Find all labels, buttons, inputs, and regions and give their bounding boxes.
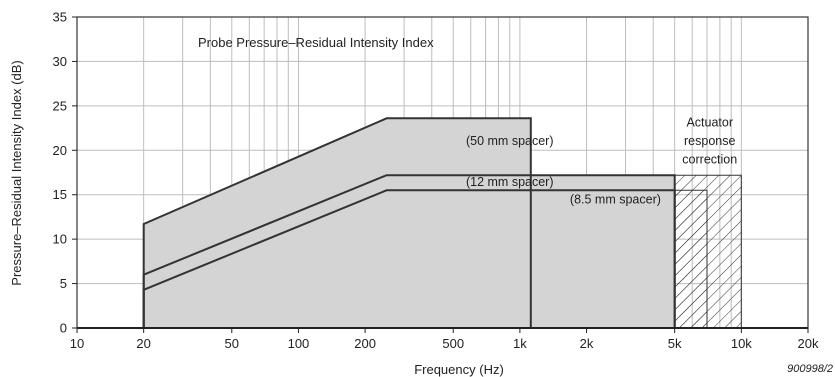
y-tick-label: 35 (53, 10, 67, 25)
x-tick-label: 5k (668, 336, 682, 351)
x-tick-label: 2k (580, 336, 594, 351)
x-tick-label: 20 (136, 336, 150, 351)
x-tick-label: 10 (70, 336, 84, 351)
y-tick-label: 15 (53, 187, 67, 202)
y-axis-title: Pressure–Residual Intensity Index (dB) (9, 60, 24, 285)
x-tick-label: 20k (798, 336, 819, 351)
annotation-label: (8.5 mm spacer) (570, 193, 661, 207)
x-tick-label: 100 (288, 336, 310, 351)
annotation-label: (12 mm spacer) (466, 175, 554, 189)
y-tick-label: 10 (53, 232, 67, 247)
annotation-label: Actuator (686, 115, 733, 129)
annotation-label: correction (682, 153, 737, 167)
spacer-area (143, 190, 675, 328)
spacer-outline (142, 117, 532, 328)
plot-frame (76, 16, 809, 329)
tick-labels: 10 20 50 100 200 500 1k 2k 5k 10k 20k 0 5 10 15 20 25 30 3… (53, 10, 819, 352)
x-tick-label: 200 (354, 336, 376, 351)
y-tick-label: 30 (53, 54, 67, 69)
annotations: (50 mm spacer) (12 mm spacer) (8.5 mm spac… (466, 115, 737, 206)
y-tick-label: 0 (60, 321, 67, 336)
plot-areas (142, 117, 742, 329)
annotation-label: (50 mm spacer) (466, 134, 554, 148)
chart-title: Probe Pressure–Residual Intensity Index (198, 35, 434, 50)
figure-id: 900998/2 (787, 363, 833, 375)
correction-hatch-area (674, 189, 708, 329)
x-tick-label: 500 (442, 336, 464, 351)
spacer-outline (142, 189, 676, 328)
x-tick-label: 50 (225, 336, 239, 351)
x-tick-label: 10k (731, 336, 752, 351)
annotation-label: response (684, 134, 735, 148)
y-tick-label: 20 (53, 143, 67, 158)
x-axis-title: Frequency (Hz) (414, 362, 504, 377)
x-tick-label: 1k (513, 336, 527, 351)
y-tick-label: 25 (53, 98, 67, 113)
y-tick-label: 5 (60, 276, 67, 291)
